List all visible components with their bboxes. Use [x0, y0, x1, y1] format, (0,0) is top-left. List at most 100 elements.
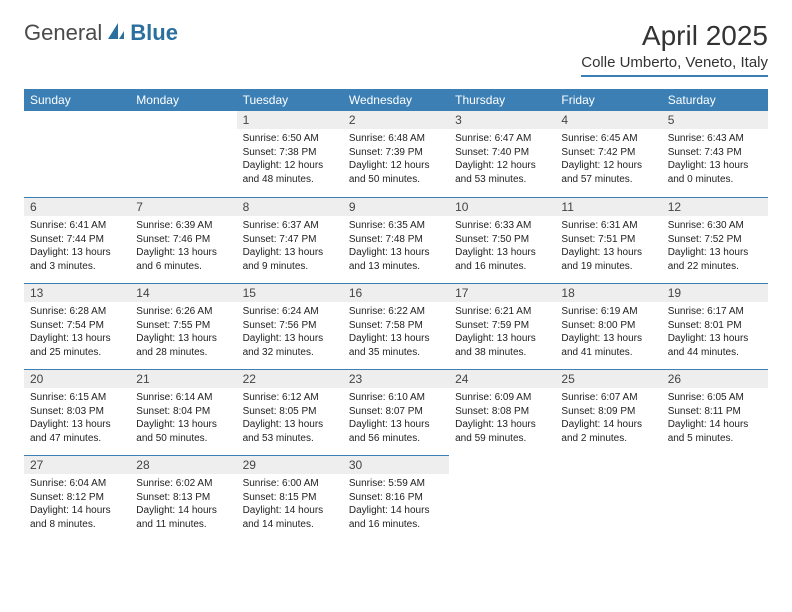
sunset-text: Sunset: 8:05 PM	[243, 405, 337, 419]
day-number: 26	[662, 369, 768, 388]
calendar-cell	[449, 455, 555, 541]
sunset-text: Sunset: 8:16 PM	[349, 491, 443, 505]
calendar-cell: 18Sunrise: 6:19 AMSunset: 8:00 PMDayligh…	[555, 283, 661, 369]
sunrise-text: Sunrise: 6:37 AM	[243, 219, 337, 233]
calendar-cell: 16Sunrise: 6:22 AMSunset: 7:58 PMDayligh…	[343, 283, 449, 369]
day-body: Sunrise: 5:59 AMSunset: 8:16 PMDaylight:…	[343, 474, 449, 534]
calendar-cell: 11Sunrise: 6:31 AMSunset: 7:51 PMDayligh…	[555, 197, 661, 283]
calendar-cell: 21Sunrise: 6:14 AMSunset: 8:04 PMDayligh…	[130, 369, 236, 455]
calendar-cell: 7Sunrise: 6:39 AMSunset: 7:46 PMDaylight…	[130, 197, 236, 283]
sunset-text: Sunset: 8:03 PM	[30, 405, 124, 419]
daylight-text: Daylight: 14 hours and 2 minutes.	[561, 418, 655, 445]
calendar-cell: 24Sunrise: 6:09 AMSunset: 8:08 PMDayligh…	[449, 369, 555, 455]
day-body: Sunrise: 6:02 AMSunset: 8:13 PMDaylight:…	[130, 474, 236, 534]
sunrise-text: Sunrise: 6:04 AM	[30, 477, 124, 491]
sunset-text: Sunset: 7:44 PM	[30, 233, 124, 247]
daylight-text: Daylight: 13 hours and 25 minutes.	[30, 332, 124, 359]
sail-icon	[106, 21, 126, 46]
day-number: 27	[24, 455, 130, 474]
sunrise-text: Sunrise: 5:59 AM	[349, 477, 443, 491]
day-body: Sunrise: 6:12 AMSunset: 8:05 PMDaylight:…	[237, 388, 343, 448]
daylight-text: Daylight: 12 hours and 53 minutes.	[455, 159, 549, 186]
day-number: 20	[24, 369, 130, 388]
sunrise-text: Sunrise: 6:35 AM	[349, 219, 443, 233]
day-body: Sunrise: 6:50 AMSunset: 7:38 PMDaylight:…	[237, 129, 343, 189]
day-number: 30	[343, 455, 449, 474]
calendar-cell	[130, 111, 236, 197]
weekday-header: Wednesday	[343, 89, 449, 111]
sunset-text: Sunset: 7:39 PM	[349, 146, 443, 160]
day-number: 14	[130, 283, 236, 302]
day-number: 29	[237, 455, 343, 474]
sunrise-text: Sunrise: 6:28 AM	[30, 305, 124, 319]
daylight-text: Daylight: 14 hours and 16 minutes.	[349, 504, 443, 531]
sunset-text: Sunset: 8:08 PM	[455, 405, 549, 419]
page: General Blue April 2025 Colle Umberto, V…	[0, 0, 792, 561]
calendar-cell: 23Sunrise: 6:10 AMSunset: 8:07 PMDayligh…	[343, 369, 449, 455]
sunset-text: Sunset: 7:59 PM	[455, 319, 549, 333]
calendar-table: Sunday Monday Tuesday Wednesday Thursday…	[24, 89, 768, 541]
brand-logo: General Blue	[24, 20, 178, 46]
sunset-text: Sunset: 7:58 PM	[349, 319, 443, 333]
daylight-text: Daylight: 13 hours and 38 minutes.	[455, 332, 549, 359]
daylight-text: Daylight: 14 hours and 8 minutes.	[30, 504, 124, 531]
day-number: 1	[237, 111, 343, 129]
sunset-text: Sunset: 7:43 PM	[668, 146, 762, 160]
daylight-text: Daylight: 13 hours and 6 minutes.	[136, 246, 230, 273]
page-title: April 2025	[581, 20, 768, 52]
day-number: 9	[343, 197, 449, 216]
sunset-text: Sunset: 8:11 PM	[668, 405, 762, 419]
day-number: 10	[449, 197, 555, 216]
daylight-text: Daylight: 13 hours and 56 minutes.	[349, 418, 443, 445]
sunset-text: Sunset: 8:15 PM	[243, 491, 337, 505]
weekday-header: Tuesday	[237, 89, 343, 111]
sunset-text: Sunset: 7:46 PM	[136, 233, 230, 247]
sunrise-text: Sunrise: 6:14 AM	[136, 391, 230, 405]
sunrise-text: Sunrise: 6:15 AM	[30, 391, 124, 405]
daylight-text: Daylight: 12 hours and 48 minutes.	[243, 159, 337, 186]
day-body: Sunrise: 6:26 AMSunset: 7:55 PMDaylight:…	[130, 302, 236, 362]
calendar-cell: 20Sunrise: 6:15 AMSunset: 8:03 PMDayligh…	[24, 369, 130, 455]
day-body: Sunrise: 6:04 AMSunset: 8:12 PMDaylight:…	[24, 474, 130, 534]
sunrise-text: Sunrise: 6:47 AM	[455, 132, 549, 146]
sunrise-text: Sunrise: 6:10 AM	[349, 391, 443, 405]
header: General Blue April 2025 Colle Umberto, V…	[24, 20, 768, 77]
weekday-header: Thursday	[449, 89, 555, 111]
sunset-text: Sunset: 8:00 PM	[561, 319, 655, 333]
day-body: Sunrise: 6:33 AMSunset: 7:50 PMDaylight:…	[449, 216, 555, 276]
day-number: 8	[237, 197, 343, 216]
day-number: 12	[662, 197, 768, 216]
sunset-text: Sunset: 7:47 PM	[243, 233, 337, 247]
sunrise-text: Sunrise: 6:48 AM	[349, 132, 443, 146]
calendar-row: 1Sunrise: 6:50 AMSunset: 7:38 PMDaylight…	[24, 111, 768, 197]
brand-part2: Blue	[130, 20, 178, 46]
day-body: Sunrise: 6:24 AMSunset: 7:56 PMDaylight:…	[237, 302, 343, 362]
daylight-text: Daylight: 13 hours and 50 minutes.	[136, 418, 230, 445]
day-body: Sunrise: 6:09 AMSunset: 8:08 PMDaylight:…	[449, 388, 555, 448]
sunrise-text: Sunrise: 6:19 AM	[561, 305, 655, 319]
sunrise-text: Sunrise: 6:24 AM	[243, 305, 337, 319]
sunrise-text: Sunrise: 6:05 AM	[668, 391, 762, 405]
daylight-text: Daylight: 12 hours and 57 minutes.	[561, 159, 655, 186]
sunrise-text: Sunrise: 6:00 AM	[243, 477, 337, 491]
calendar-cell	[555, 455, 661, 541]
sunrise-text: Sunrise: 6:39 AM	[136, 219, 230, 233]
daylight-text: Daylight: 13 hours and 22 minutes.	[668, 246, 762, 273]
calendar-cell: 14Sunrise: 6:26 AMSunset: 7:55 PMDayligh…	[130, 283, 236, 369]
day-body: Sunrise: 6:37 AMSunset: 7:47 PMDaylight:…	[237, 216, 343, 276]
calendar-cell: 19Sunrise: 6:17 AMSunset: 8:01 PMDayligh…	[662, 283, 768, 369]
day-body: Sunrise: 6:15 AMSunset: 8:03 PMDaylight:…	[24, 388, 130, 448]
sunrise-text: Sunrise: 6:33 AM	[455, 219, 549, 233]
sunrise-text: Sunrise: 6:30 AM	[668, 219, 762, 233]
calendar-cell: 6Sunrise: 6:41 AMSunset: 7:44 PMDaylight…	[24, 197, 130, 283]
day-number: 11	[555, 197, 661, 216]
calendar-cell: 17Sunrise: 6:21 AMSunset: 7:59 PMDayligh…	[449, 283, 555, 369]
day-number: 13	[24, 283, 130, 302]
sunrise-text: Sunrise: 6:31 AM	[561, 219, 655, 233]
day-body: Sunrise: 6:48 AMSunset: 7:39 PMDaylight:…	[343, 129, 449, 189]
day-number: 3	[449, 111, 555, 129]
day-body: Sunrise: 6:17 AMSunset: 8:01 PMDaylight:…	[662, 302, 768, 362]
title-block: April 2025 Colle Umberto, Veneto, Italy	[581, 20, 768, 77]
day-body: Sunrise: 6:31 AMSunset: 7:51 PMDaylight:…	[555, 216, 661, 276]
day-body: Sunrise: 6:21 AMSunset: 7:59 PMDaylight:…	[449, 302, 555, 362]
